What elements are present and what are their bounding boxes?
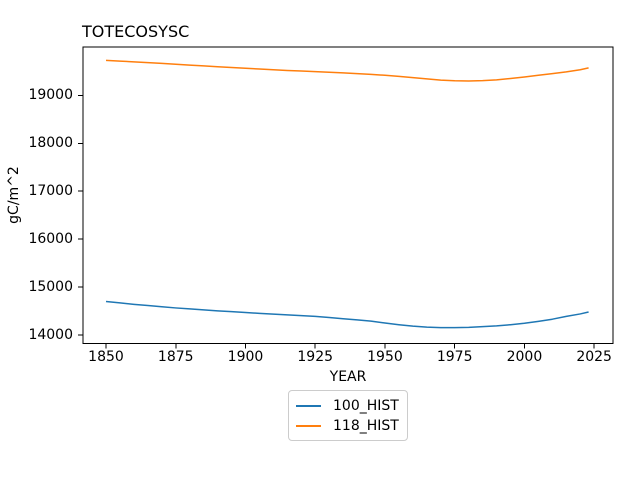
x-axis-label: YEAR: [329, 369, 367, 385]
x-tick-label: 1900: [227, 349, 264, 365]
x-tick-label: 1850: [88, 349, 124, 365]
y-tick-label: 18000: [28, 135, 73, 152]
legend-entry-100-hist: 100_HIST: [289, 396, 407, 416]
x-tick-label: 1950: [367, 349, 403, 365]
y-tick-label: 16000: [28, 231, 73, 248]
x-tick-label: 1975: [436, 349, 473, 365]
x-tick-label: 1925: [297, 349, 334, 365]
legend-entry-118-hist: 118_HIST: [289, 416, 407, 436]
x-tick-label: 2025: [576, 349, 612, 365]
y-tick-label: 14000: [28, 327, 73, 344]
y-tick-label: 17000: [28, 183, 73, 200]
legend-line-sample-blue: [296, 404, 321, 407]
series-line-118_hist: [105, 59, 589, 82]
legend-label: 100_HIST: [333, 397, 399, 414]
y-tick-label: 15000: [28, 279, 73, 296]
legend-label: 118_HIST: [333, 417, 399, 434]
x-tick-label: 2000: [506, 349, 543, 365]
axes-spines: [82, 46, 614, 344]
series-line-100_hist: [105, 300, 589, 329]
x-tick-label: 1875: [157, 349, 194, 365]
legend: 100_HIST 118_HIST: [288, 390, 408, 441]
chart-title: TOTECOSYSC: [82, 22, 190, 41]
legend-line-sample-orange: [296, 424, 321, 427]
y-tick-label: 19000: [28, 87, 73, 104]
